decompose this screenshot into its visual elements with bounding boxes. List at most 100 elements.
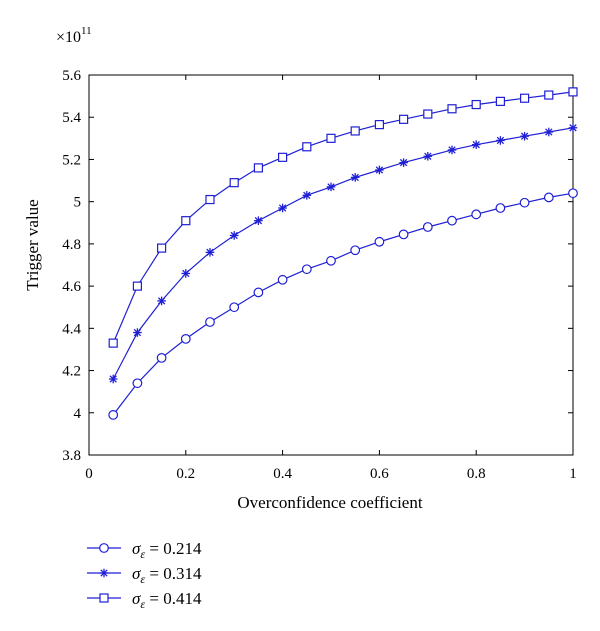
data-point-asterisk bbox=[520, 131, 529, 141]
square-marker-shape bbox=[423, 109, 433, 119]
data-point-asterisk bbox=[205, 248, 215, 257]
data-point-square bbox=[108, 338, 118, 348]
circle-marker-shape bbox=[229, 302, 240, 313]
circle-marker-shape bbox=[543, 192, 554, 203]
data-point-circle bbox=[422, 222, 433, 232]
circle-marker-shape bbox=[568, 188, 578, 199]
legend-symbol: σ bbox=[132, 539, 141, 558]
y-multiplier-base: ×10 bbox=[56, 29, 81, 46]
data-point-asterisk bbox=[375, 165, 384, 175]
data-point-circle bbox=[229, 302, 240, 313]
y-tick-label: 4.8 bbox=[62, 237, 81, 253]
data-point-asterisk bbox=[568, 123, 578, 133]
circle-marker-shape bbox=[99, 543, 109, 553]
circle-marker-shape bbox=[180, 333, 191, 344]
square-marker-shape bbox=[229, 178, 239, 188]
legend-item: σε = 0.414 bbox=[87, 589, 202, 611]
data-point-circle bbox=[108, 409, 119, 420]
data-point-asterisk bbox=[302, 191, 312, 200]
asterisk-stroke bbox=[278, 204, 287, 212]
data-point-asterisk bbox=[133, 328, 142, 337]
data-point-circle bbox=[398, 229, 409, 240]
asterisk-stroke bbox=[472, 140, 480, 149]
square-marker-shape bbox=[447, 104, 457, 114]
circle-marker-shape bbox=[277, 274, 288, 285]
data-point-circle bbox=[568, 188, 578, 199]
data-point-circle bbox=[277, 274, 288, 285]
data-point-square bbox=[132, 281, 142, 291]
data-point-circle bbox=[253, 287, 264, 298]
square-marker-shape bbox=[253, 163, 263, 173]
y-tick-label: 4 bbox=[74, 406, 82, 422]
data-point-square bbox=[157, 243, 167, 253]
data-point-square bbox=[399, 114, 409, 124]
square-marker-shape bbox=[326, 133, 336, 143]
y-tick-label: 4.6 bbox=[62, 279, 81, 295]
data-point-square bbox=[326, 133, 336, 143]
data-point-circle bbox=[301, 264, 312, 275]
legend-value: = 0.414 bbox=[145, 589, 202, 608]
square-marker-shape bbox=[108, 338, 118, 348]
asterisk-stroke bbox=[327, 183, 335, 191]
asterisk-stroke bbox=[157, 297, 166, 305]
data-point-circle bbox=[495, 203, 506, 213]
data-point-asterisk bbox=[399, 158, 408, 167]
asterisk-stroke bbox=[496, 136, 505, 145]
data-point-square bbox=[471, 99, 481, 110]
data-point-asterisk bbox=[350, 173, 360, 182]
x-axis-label: Overconfidence coefficient bbox=[237, 493, 422, 512]
circle-marker-shape bbox=[301, 264, 312, 275]
square-marker-shape bbox=[278, 152, 288, 162]
asterisk-stroke bbox=[100, 569, 108, 577]
data-point-square bbox=[519, 93, 530, 103]
y-multiplier-exponent: 11 bbox=[81, 25, 92, 37]
asterisk-stroke bbox=[375, 166, 384, 174]
circle-marker-shape bbox=[398, 229, 409, 240]
series-asterisk bbox=[108, 123, 578, 384]
circle-marker-shape bbox=[156, 352, 167, 363]
data-point-square bbox=[350, 126, 360, 136]
data-point-square bbox=[447, 104, 457, 114]
square-marker-shape bbox=[99, 593, 109, 603]
asterisk-stroke bbox=[254, 216, 263, 225]
x-tick-label: 0 bbox=[85, 466, 93, 482]
square-marker-shape bbox=[132, 281, 142, 291]
data-point-asterisk bbox=[254, 216, 263, 225]
asterisk-stroke bbox=[520, 132, 529, 140]
data-point-asterisk bbox=[326, 182, 336, 192]
data-point-square bbox=[423, 109, 433, 119]
circle-marker-shape bbox=[326, 255, 336, 266]
plot-frame bbox=[88, 74, 574, 456]
y-tick-label: 5 bbox=[74, 195, 82, 211]
square-marker-shape bbox=[399, 114, 409, 124]
legend-label: σε = 0.314 bbox=[132, 564, 202, 586]
legend-subscript: ε bbox=[140, 572, 145, 586]
y-axis-label: Trigger value bbox=[23, 199, 42, 290]
circle-marker-shape bbox=[205, 317, 215, 327]
legend-marker-square bbox=[99, 593, 109, 603]
square-marker-shape bbox=[181, 216, 191, 226]
x-tick-label: 0.4 bbox=[273, 466, 292, 482]
asterisk-stroke bbox=[109, 375, 117, 383]
circle-marker-shape bbox=[132, 378, 143, 389]
legend-symbol: σ bbox=[132, 564, 141, 583]
x-tick-label: 1 bbox=[569, 466, 577, 482]
legend-label: σε = 0.414 bbox=[132, 589, 202, 611]
series-line bbox=[112, 192, 574, 416]
legend-value: = 0.314 bbox=[145, 564, 202, 583]
legend-item: σε = 0.214 bbox=[87, 539, 202, 561]
circle-marker-shape bbox=[519, 197, 530, 208]
square-marker-shape bbox=[374, 120, 384, 130]
data-point-asterisk bbox=[278, 203, 287, 213]
square-marker-shape bbox=[495, 96, 505, 106]
data-point-circle bbox=[447, 215, 457, 226]
circle-marker-shape bbox=[422, 222, 433, 232]
data-point-square bbox=[278, 152, 288, 162]
series-line bbox=[112, 127, 574, 380]
y-tick-label: 5.4 bbox=[62, 110, 81, 126]
square-marker-shape bbox=[519, 93, 530, 103]
square-marker-shape bbox=[568, 87, 578, 97]
asterisk-stroke bbox=[424, 152, 432, 160]
y-tick-label: 4.4 bbox=[62, 321, 81, 337]
